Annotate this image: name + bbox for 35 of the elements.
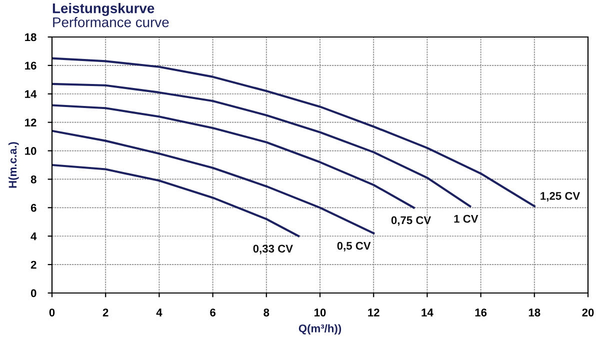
y-tick-label: 6 xyxy=(30,204,36,212)
y-tick-label: 2 xyxy=(30,260,36,269)
y-tick-label: 10 xyxy=(25,147,36,155)
line-series xyxy=(52,104,415,209)
y-tick-label: 16 xyxy=(25,62,36,70)
x-tick-label: 0 xyxy=(49,308,55,316)
chart-subtitle: Performance curve xyxy=(53,17,169,28)
x-tick-label: 6 xyxy=(210,308,216,316)
x-tick-label: 8 xyxy=(264,308,270,316)
x-axis-title: Q(m³/h)) xyxy=(298,324,342,335)
y-tick-label: 4 xyxy=(30,232,37,240)
x-tick-label: 18 xyxy=(528,308,540,316)
x-tick-label: 16 xyxy=(475,308,487,316)
y-tick-label: 12 xyxy=(25,118,36,126)
y-tick-label: 8 xyxy=(30,175,36,184)
x-tick-label: 2 xyxy=(102,308,108,316)
y-axis-title: H(m.c.a.) xyxy=(8,142,19,188)
y-tick-label: 14 xyxy=(25,90,37,98)
line-series xyxy=(52,57,536,208)
series-label: 0,33 CV xyxy=(253,244,293,254)
line-series xyxy=(52,164,300,238)
x-tick-label: 20 xyxy=(582,308,594,316)
line-series xyxy=(52,130,375,234)
series-label: 1,25 CV xyxy=(540,192,580,202)
y-tick-label: 18 xyxy=(25,33,36,42)
series-label: 0,5 CV xyxy=(337,242,371,252)
x-tick-label: 14 xyxy=(422,308,434,316)
chart-title: Leistungskurve xyxy=(52,3,154,16)
x-tick-label: 10 xyxy=(314,308,326,316)
line-series xyxy=(52,82,472,208)
series-label: 0,75 CV xyxy=(391,216,432,226)
x-tick-label: 12 xyxy=(368,308,380,316)
y-tick-label: 0 xyxy=(30,289,36,298)
x-tick-label: 4 xyxy=(156,308,162,316)
series-label: 1 CV xyxy=(454,214,478,223)
